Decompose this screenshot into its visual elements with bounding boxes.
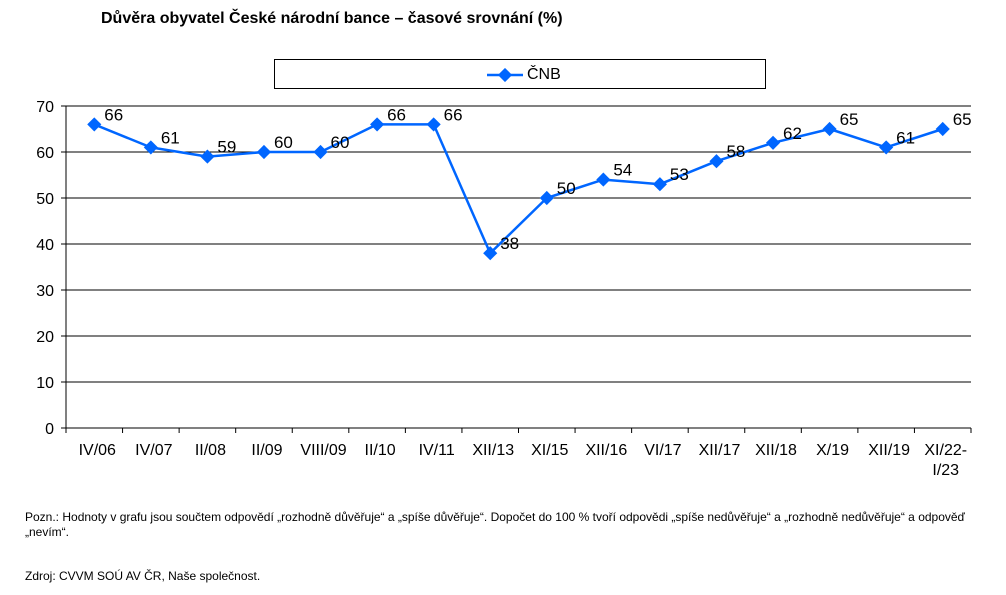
- data-point: [483, 246, 498, 261]
- x-tick-label: XII/18: [755, 442, 797, 459]
- chart-note: Pozn.: Hodnoty v grafu jsou součtem odpo…: [25, 510, 965, 539]
- chart-title: Důvěra obyvatel České národní bance – ča…: [101, 10, 563, 27]
- x-tick-label: II/10: [365, 442, 396, 459]
- data-point: [935, 121, 950, 137]
- y-tick-label: 20: [36, 329, 54, 346]
- y-tick-label: 30: [36, 283, 54, 300]
- data-point: [596, 172, 611, 187]
- series-layer: [87, 117, 950, 261]
- x-tick-label: XII/19: [868, 442, 910, 459]
- data-point: [87, 117, 102, 132]
- y-tick-label: 70: [36, 99, 54, 116]
- data-point: [370, 117, 385, 132]
- data-point: [879, 140, 894, 155]
- data-point: [426, 117, 441, 132]
- data-point: [709, 154, 724, 169]
- data-label: 62: [783, 124, 802, 143]
- data-label: 60: [331, 133, 350, 152]
- y-tick-label: 40: [36, 237, 54, 254]
- data-point: [822, 121, 837, 137]
- x-tick-labels: IV/06 IV/07 II/08 II/09 VIII/09 II/10 IV/11 XII…: [79, 442, 967, 479]
- series-line-cnb: [93, 123, 944, 255]
- data-label: 66: [444, 105, 463, 124]
- data-label: 53: [670, 165, 689, 184]
- data-point: [200, 149, 215, 164]
- x-tick-label: IV/06: [79, 442, 116, 459]
- y-tick-label: 10: [36, 375, 54, 392]
- data-label: 50: [557, 179, 576, 198]
- data-label: 65: [953, 110, 972, 129]
- data-label: 59: [217, 138, 236, 157]
- x-tick-label: X/19: [816, 442, 849, 459]
- data-point: [313, 144, 328, 160]
- axes: [61, 105, 972, 433]
- data-point: [765, 135, 781, 150]
- x-tick-label: II/09: [251, 442, 282, 459]
- data-point: [652, 177, 667, 192]
- y-tick-labels: 0 10 20 30 40 50 60 70: [36, 99, 54, 438]
- data-label: 65: [840, 110, 859, 129]
- data-label: 58: [726, 142, 745, 161]
- data-label: 60: [274, 133, 293, 152]
- data-label: 66: [104, 105, 123, 124]
- data-point: [256, 144, 272, 160]
- x-tick-label: IV/11: [419, 442, 455, 459]
- x-tick-label: II/08: [195, 442, 226, 459]
- y-tick-label: 0: [45, 421, 54, 438]
- y-tick-label: 60: [36, 145, 54, 162]
- x-tick-label: VIII/09: [300, 442, 346, 459]
- legend-swatch-icon: [487, 68, 523, 82]
- x-tick-label: XII/17: [699, 442, 741, 459]
- data-label: 61: [896, 128, 915, 147]
- data-label: 61: [161, 128, 180, 147]
- x-tick-label: XII/16: [585, 442, 627, 459]
- x-tick-label: VI/17: [644, 442, 681, 459]
- data-label: 54: [613, 161, 632, 180]
- x-tick-label: XI/15: [531, 442, 568, 459]
- legend-entry: ČNB: [487, 66, 561, 84]
- gridlines: [66, 105, 971, 383]
- line-chart: 0 10 20 30 40 50 60 70 IV/06 IV/07 II/08 II/09 VIII…: [36, 99, 972, 479]
- data-label: 66: [387, 105, 406, 124]
- data-point: [143, 140, 158, 155]
- legend-label: ČNB: [527, 66, 561, 83]
- chart-source: Zdroj: CVVM SOÚ AV ČR, Naše společnost.: [25, 569, 261, 583]
- data-labels: 66 61 59 60 60 66 66 38 50 54 53 58 62 65 61 65: [104, 105, 971, 253]
- data-point: [539, 190, 554, 206]
- data-label: 38: [500, 234, 519, 253]
- x-tick-label: XII/13: [472, 442, 514, 459]
- x-tick-label: XI/22-I/23: [924, 442, 967, 479]
- x-tick-label: IV/07: [135, 442, 172, 459]
- y-tick-label: 50: [36, 191, 54, 208]
- legend: ČNB: [274, 59, 766, 89]
